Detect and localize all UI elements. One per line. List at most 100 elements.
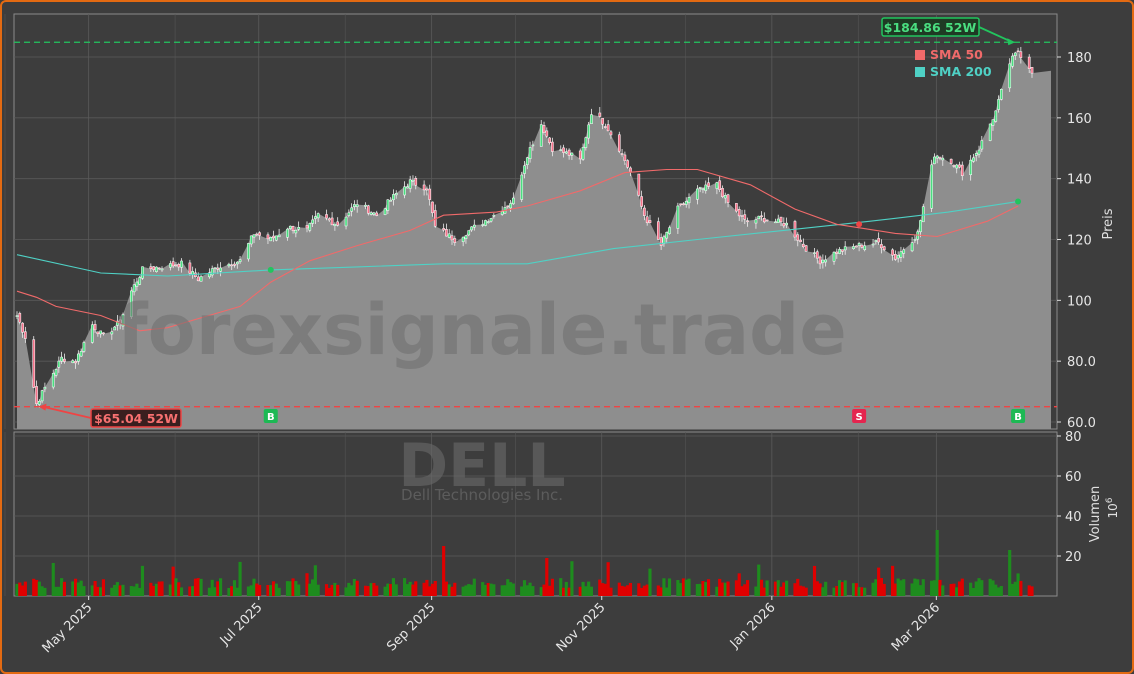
candle-body xyxy=(102,332,105,335)
volume-bar xyxy=(570,561,574,596)
candle-body xyxy=(606,124,610,132)
candle-body xyxy=(746,220,749,222)
volume-bar xyxy=(305,573,309,596)
volume-bar xyxy=(277,587,281,596)
candle-body xyxy=(891,249,894,256)
candle-body xyxy=(958,164,961,168)
price-tick-label: 80.0 xyxy=(1067,355,1096,370)
candle-body xyxy=(121,314,125,327)
candle-body xyxy=(394,193,398,196)
volume-bar xyxy=(665,587,669,596)
volume-bar xyxy=(559,578,563,596)
volume-bar xyxy=(785,580,789,596)
candle-body xyxy=(99,330,102,335)
candle-body xyxy=(274,235,278,241)
volume-bar xyxy=(796,578,800,596)
volume-bar xyxy=(54,586,58,596)
candle-body xyxy=(604,126,607,128)
volume-bar xyxy=(957,581,962,596)
candle-body xyxy=(802,243,805,248)
price-tick-label: 160 xyxy=(1067,112,1092,127)
candle-body xyxy=(545,130,549,137)
volume-plot-area xyxy=(13,431,1058,597)
candle-body xyxy=(609,131,613,136)
volume-bar xyxy=(804,587,808,596)
volume-bar xyxy=(815,581,819,596)
volume-bar xyxy=(648,568,652,596)
volume-bar xyxy=(874,579,878,596)
volume-bar xyxy=(824,581,828,596)
volume-bar xyxy=(447,584,451,596)
signal-label: B xyxy=(267,412,275,423)
volume-bar xyxy=(603,583,607,596)
volume-bar xyxy=(43,587,47,596)
signal-marker-buy xyxy=(263,409,278,423)
volume-bar xyxy=(285,581,290,596)
candle-body xyxy=(562,147,565,153)
volume-bar xyxy=(598,579,602,596)
volume-bar xyxy=(118,585,122,596)
volume-bar xyxy=(171,566,175,596)
volume-bar xyxy=(90,585,94,596)
volume-bar xyxy=(851,583,856,596)
x-tick-label: Jul 2025 xyxy=(217,600,266,649)
candle-body xyxy=(818,256,822,265)
volume-bar xyxy=(779,586,783,596)
candle-body xyxy=(305,225,309,229)
volume-bar xyxy=(821,587,825,596)
candle-body xyxy=(467,230,471,236)
volume-bar xyxy=(949,583,953,596)
candle-body xyxy=(548,137,551,143)
volume-bar xyxy=(930,580,934,596)
volume-bar xyxy=(952,583,956,596)
candle-body xyxy=(269,236,273,242)
volume-bar xyxy=(230,586,234,596)
candle-body xyxy=(799,239,802,243)
candle-body xyxy=(774,221,777,224)
candle-body xyxy=(21,322,24,333)
volume-bar xyxy=(921,579,925,596)
volume-bar xyxy=(511,583,515,596)
volume-bar xyxy=(545,558,549,596)
volume-bar xyxy=(762,587,766,596)
volume-bar xyxy=(974,581,978,596)
candle-body xyxy=(838,249,841,254)
volume-bar xyxy=(168,584,172,596)
candle-body xyxy=(899,251,903,258)
candle-body xyxy=(757,215,761,220)
candle-body xyxy=(132,284,136,293)
candle-body xyxy=(894,254,897,260)
volume-bar xyxy=(258,584,262,596)
price-area-fill xyxy=(17,51,1051,429)
volume-bar xyxy=(550,578,554,596)
volume-bar xyxy=(726,581,730,596)
volume-bar xyxy=(740,586,744,596)
watermark-text: forexsignale.trade xyxy=(117,289,846,371)
volume-bar xyxy=(999,586,1003,596)
volume-bar xyxy=(174,578,178,596)
candle-body xyxy=(684,201,688,205)
x-tick-label: Nov 2025 xyxy=(554,600,609,655)
candle-body xyxy=(765,219,769,222)
volume-bar xyxy=(37,581,41,596)
volume-bar xyxy=(96,586,100,596)
candle-body xyxy=(523,165,526,174)
candle-body xyxy=(570,152,574,156)
candle-body xyxy=(785,222,788,226)
volume-bar xyxy=(442,546,446,596)
candle-body xyxy=(314,216,317,219)
candle-body xyxy=(230,264,234,267)
candle-body xyxy=(196,276,200,282)
candle-body xyxy=(235,261,239,265)
volume-bar xyxy=(235,587,239,596)
candle-body xyxy=(520,174,524,200)
volume-bar xyxy=(366,586,370,596)
volume-bar xyxy=(101,579,106,596)
candle-body xyxy=(484,220,487,226)
candle-body xyxy=(129,290,133,317)
signal-marker-sell xyxy=(852,409,867,423)
candle-body xyxy=(60,356,63,362)
candle-body xyxy=(347,212,351,216)
volume-bar xyxy=(34,579,39,596)
volume-bar xyxy=(489,583,493,596)
